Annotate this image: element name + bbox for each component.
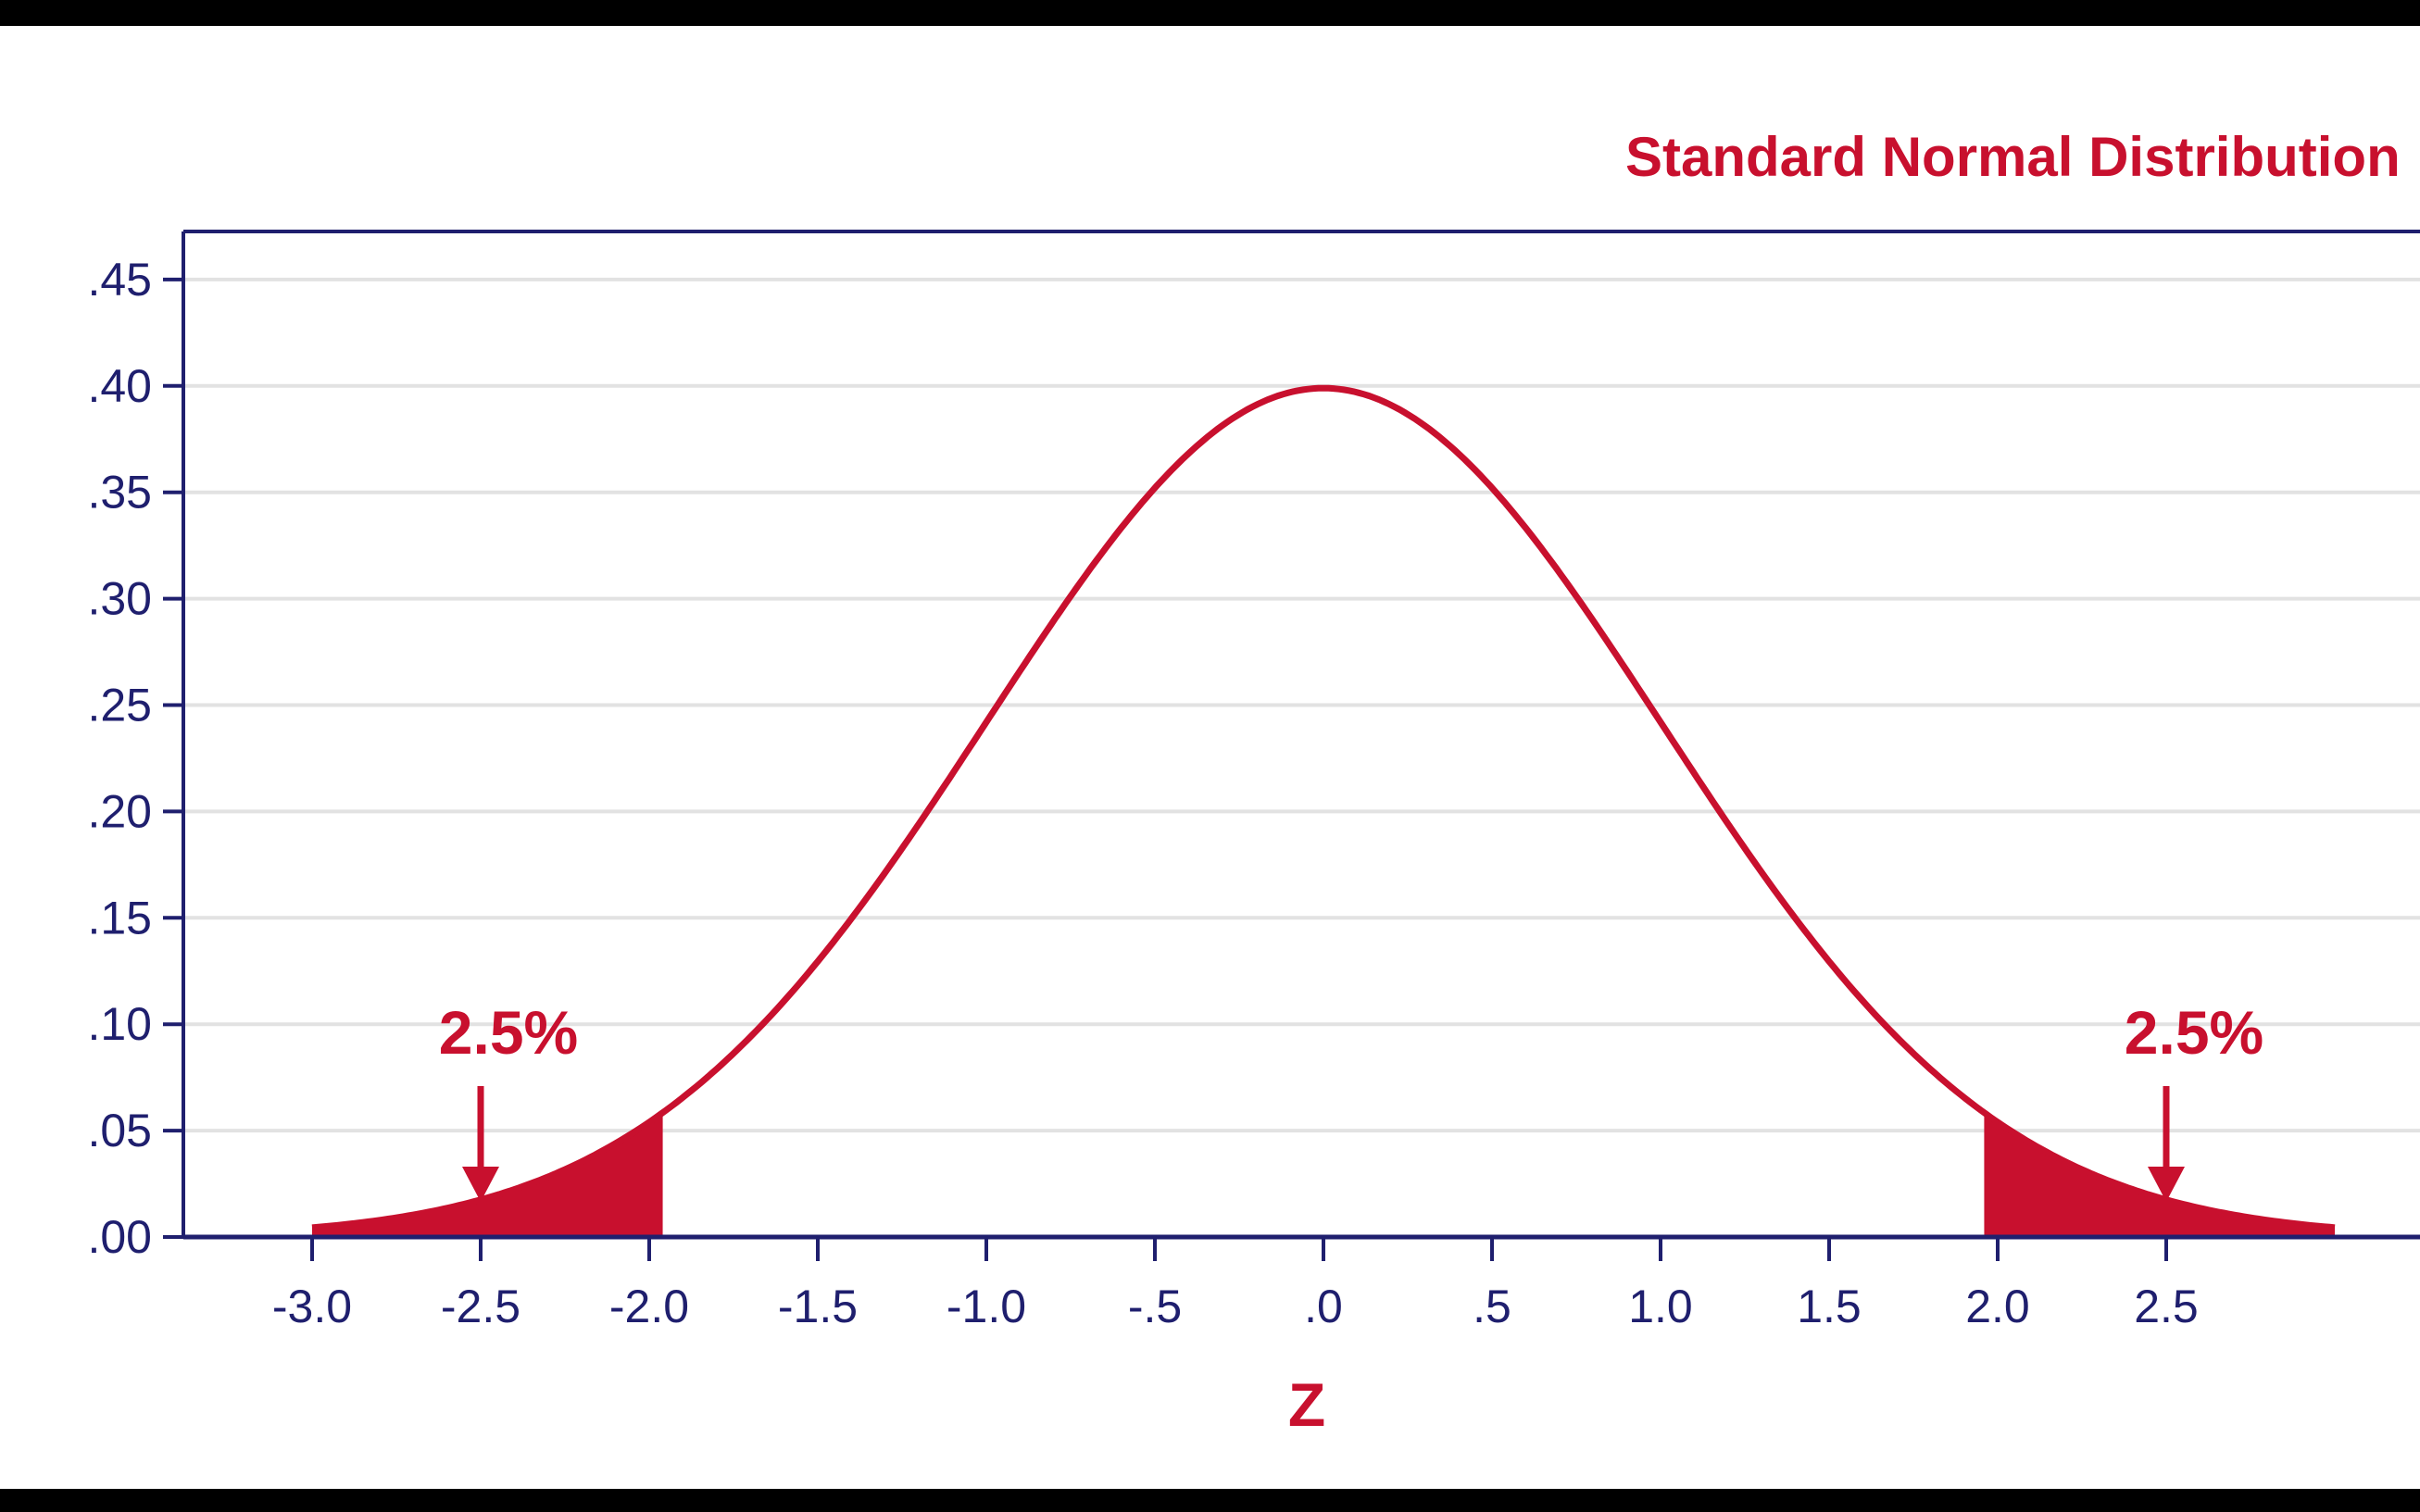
x-tick-label: 2.5 — [2134, 1281, 2199, 1332]
grid-lines — [183, 277, 2420, 1133]
y-tick-label: .45 — [87, 254, 152, 306]
x-tick-label: .5 — [1473, 1281, 1511, 1332]
x-tick-label: 1.5 — [1797, 1281, 1862, 1332]
y-tick-label: .05 — [87, 1105, 152, 1156]
x-tick-label: -2.5 — [441, 1281, 520, 1332]
x-axis-label: Z — [1288, 1370, 1325, 1439]
x-tick-label: 2.0 — [1965, 1281, 2030, 1332]
annotation-label: 2.5% — [439, 998, 578, 1067]
y-ticks: .00 .05 .10 .15 .20 .25 .30 .35 .40 .45 — [87, 254, 183, 1263]
chart-frame: Standard Normal Distribution .00 .05 .10 .1… — [0, 26, 2420, 1489]
normal-distribution-chart: Standard Normal Distribution .00 .05 .10 .1… — [87, 126, 2420, 1439]
annotation-arrow-head — [462, 1167, 499, 1202]
x-tick-label: 1.0 — [1628, 1281, 1693, 1332]
annotation-label: 2.5% — [2125, 998, 2263, 1067]
y-tick-label: .40 — [87, 360, 152, 412]
y-tick-label: .00 — [87, 1211, 152, 1263]
density-curve — [311, 384, 2336, 1231]
y-tick-label: .10 — [87, 998, 152, 1050]
axes — [182, 230, 2420, 1240]
annotation-arrow-head — [2148, 1167, 2185, 1202]
x-tick-label: -3.0 — [272, 1281, 352, 1332]
y-tick-label: .20 — [87, 785, 152, 837]
tail-area — [312, 1112, 663, 1237]
curve-layer — [311, 384, 2336, 1231]
x-tick-label: -1.0 — [947, 1281, 1026, 1332]
y-tick-label: .35 — [87, 467, 152, 519]
x-tick-label: -1.5 — [778, 1281, 858, 1332]
x-tick-label: -2.0 — [609, 1281, 689, 1332]
tail-area — [1984, 1112, 2335, 1237]
annotations: 2.5% 2.5% — [439, 998, 2263, 1202]
y-tick-label: .30 — [87, 573, 152, 625]
x-tick-label: .0 — [1304, 1281, 1343, 1332]
y-tick-label: .15 — [87, 892, 152, 943]
chart-title: Standard Normal Distribution — [1625, 126, 2401, 188]
x-tick-label: -.5 — [1128, 1281, 1182, 1332]
y-tick-label: .25 — [87, 680, 152, 731]
tail-areas — [312, 1112, 2335, 1237]
x-ticks: -3.0 -2.5 -2.0 -1.5 -1.0 -.5 .0 .5 1.0 1.5 2.0 2.5 — [272, 1237, 2199, 1332]
